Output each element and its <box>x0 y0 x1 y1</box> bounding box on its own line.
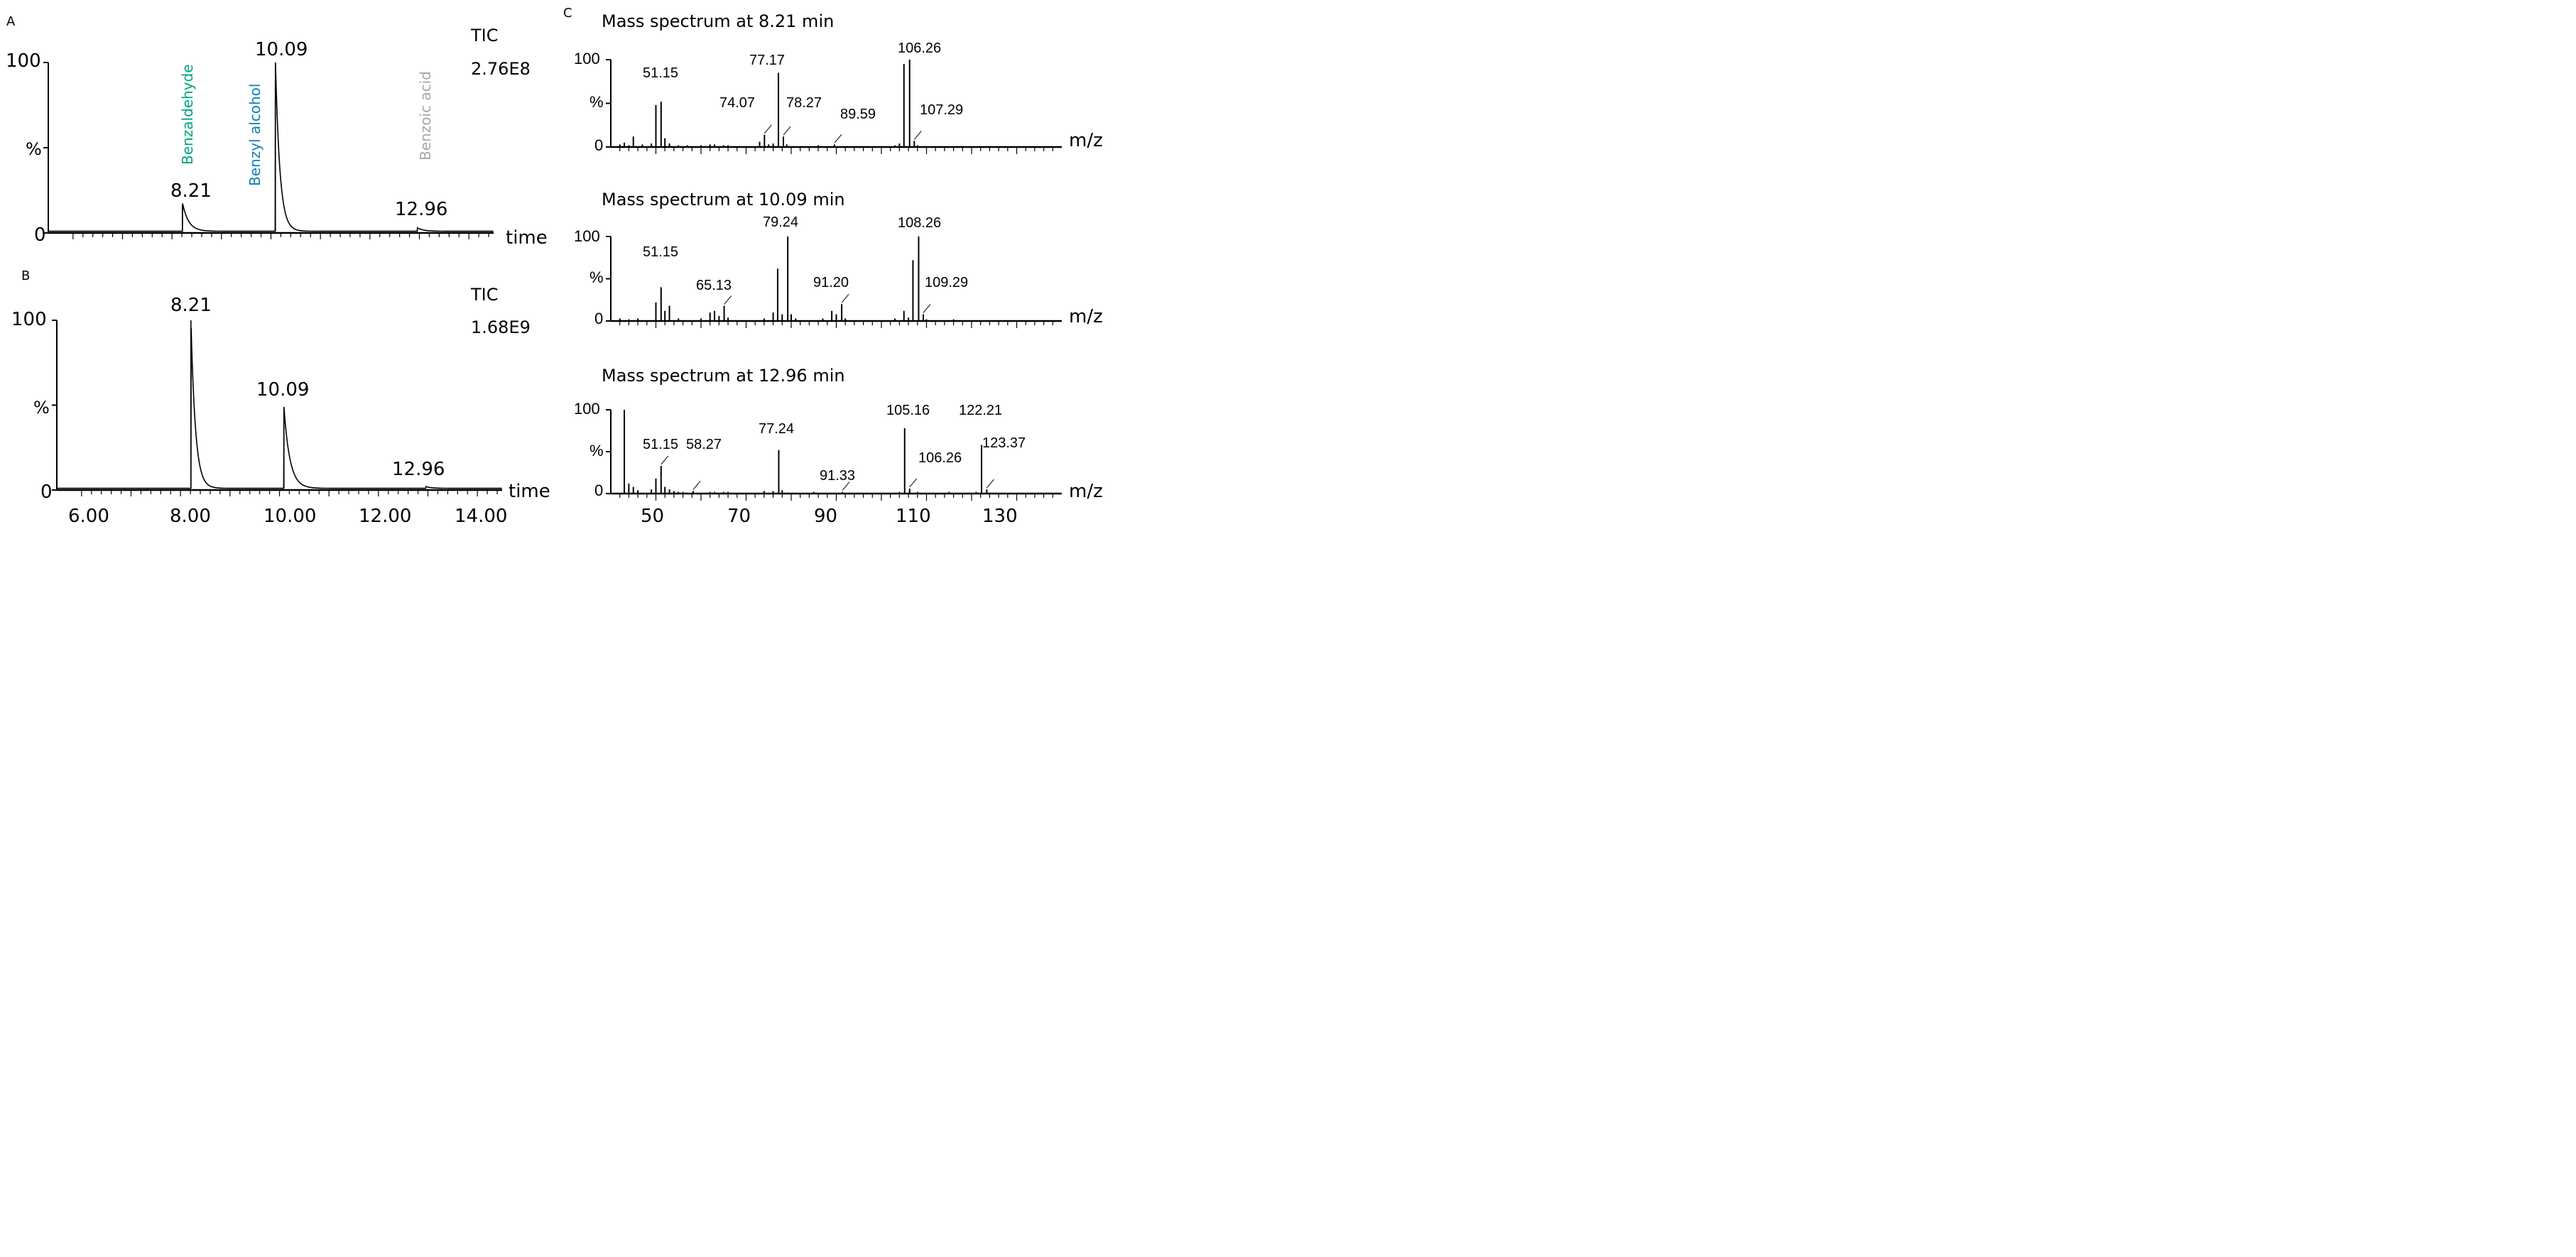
ms2-label-79.24: 79.24 <box>763 214 799 230</box>
ms3-ytick-percent: % <box>589 442 604 459</box>
ms3-label-51.15: 51.15 <box>643 437 679 452</box>
chart-canvas <box>43 59 1062 501</box>
ms2-label-51.15: 51.15 <box>643 244 679 260</box>
ms2-leader-109.29 <box>923 304 931 313</box>
ms3-label-77.24: 77.24 <box>759 421 795 437</box>
b-ytick-0: 0 <box>40 481 53 503</box>
ms3-label-122.21: 122.21 <box>959 403 1003 418</box>
ms1-leader-107.29 <box>913 131 922 140</box>
ms3-xtick-130: 130 <box>982 506 1018 527</box>
ms1-ytick-0: 0 <box>594 136 604 154</box>
ms2-ytick-100: 100 <box>574 227 600 245</box>
ms1-label-78.27: 78.27 <box>786 95 822 111</box>
ms3-label-106.26: 106.26 <box>918 450 962 466</box>
ms2-xlabel: m/z <box>1069 306 1103 327</box>
ms3-label-105.16: 105.16 <box>886 403 930 418</box>
b-tic-value: 1.68E9 <box>471 317 531 337</box>
a-compound-benzoic-acid: Benzoic acid <box>417 71 434 160</box>
a-tic-value: 2.76E8 <box>471 59 531 79</box>
ms3-leader-123.37 <box>987 479 994 489</box>
ms1-label-77.17: 77.17 <box>749 53 786 68</box>
ms3-label-91.33: 91.33 <box>820 468 856 484</box>
ms1-label-51.15: 51.15 <box>643 65 679 81</box>
ms3-label-58.27: 58.27 <box>686 437 722 452</box>
b-ytick-100: 100 <box>11 309 47 330</box>
b-xtick-14.00: 14.00 <box>455 506 508 527</box>
ms3-xtick-50: 50 <box>641 506 665 527</box>
b-peak-label-10.09: 10.09 <box>256 379 310 401</box>
a-trace-line <box>48 62 494 232</box>
a-peak-label-8.21: 8.21 <box>170 180 212 202</box>
ms3-label-123.37: 123.37 <box>982 435 1026 451</box>
ms2-label-108.26: 108.26 <box>898 215 942 231</box>
b-tic-label: TIC <box>471 285 499 305</box>
b-xtick-10.00: 10.00 <box>263 506 317 527</box>
ms3-leader-51.15 <box>661 455 669 465</box>
ms1-xlabel: m/z <box>1069 130 1103 151</box>
ms2-ytick-0: 0 <box>594 310 604 327</box>
b-xlabel: time <box>509 481 550 502</box>
ms3-leader-91.33 <box>842 481 850 491</box>
b-trace-line <box>57 327 502 489</box>
panel-letter-c: C <box>563 6 572 21</box>
ms3-xtick-90: 90 <box>814 506 838 527</box>
ms1-leader-78.27 <box>783 126 791 136</box>
ms1-label-74.07: 74.07 <box>719 95 756 111</box>
ms1-ytick-percent: % <box>589 93 604 111</box>
b-xtick-8.00: 8.00 <box>170 506 211 527</box>
ms2-ytick-percent: % <box>589 268 604 286</box>
ms1-title: Mass spectrum at 8.21 min <box>602 11 835 31</box>
ms3-xtick-70: 70 <box>727 506 751 527</box>
ms2-title: Mass spectrum at 10.09 min <box>602 190 845 210</box>
a-compound-benzaldehyde: Benzaldehyde <box>179 64 196 165</box>
ms1-label-107.29: 107.29 <box>920 102 964 118</box>
ms3-xlabel: m/z <box>1069 481 1103 502</box>
b-xtick-12.00: 12.00 <box>359 506 412 527</box>
ms2-label-109.29: 109.29 <box>925 275 969 290</box>
a-tic-label: TIC <box>471 26 499 45</box>
a-ytick-0: 0 <box>34 224 46 246</box>
ms2-leader-65.13 <box>724 295 732 305</box>
panel-letter-a: A <box>6 14 16 29</box>
ms1-ytick-100: 100 <box>574 50 600 67</box>
ms1-leader-89.59 <box>834 134 842 143</box>
ms1-label-106.26: 106.26 <box>898 40 942 56</box>
ms3-ytick-0: 0 <box>594 481 604 499</box>
a-compound-benzyl-alcohol: Benzyl alcohol <box>246 83 263 186</box>
ms3-leader-58.27 <box>692 481 701 490</box>
ms3-xtick-110: 110 <box>896 506 931 527</box>
a-ytick-100: 100 <box>6 50 41 72</box>
a-ytick-percent: % <box>26 139 42 159</box>
a-peak-label-10.09: 10.09 <box>255 39 308 60</box>
b-ytick-percent: % <box>33 398 50 418</box>
ms3-leader-106.26 <box>909 478 918 488</box>
b-peak-label-12.96: 12.96 <box>392 459 445 480</box>
ms1-leader-74.07 <box>763 124 772 134</box>
b-peak-label-8.21: 8.21 <box>170 295 212 316</box>
b-xtick-6.00: 6.00 <box>68 506 109 527</box>
panel-letter-b: B <box>21 268 31 283</box>
a-peak-label-12.96: 12.96 <box>395 199 448 220</box>
ms3-ytick-100: 100 <box>574 400 600 418</box>
a-xlabel: time <box>506 227 548 249</box>
ms2-label-91.20: 91.20 <box>813 275 849 290</box>
ms3-title: Mass spectrum at 12.96 min <box>602 366 845 386</box>
figure: A B C 100 % 0 TIC 2.76E8 time 8.21 10.09… <box>0 0 1114 543</box>
ms2-label-65.13: 65.13 <box>696 278 732 293</box>
ms2-leader-91.20 <box>841 293 849 303</box>
ms1-label-89.59: 89.59 <box>840 107 876 122</box>
